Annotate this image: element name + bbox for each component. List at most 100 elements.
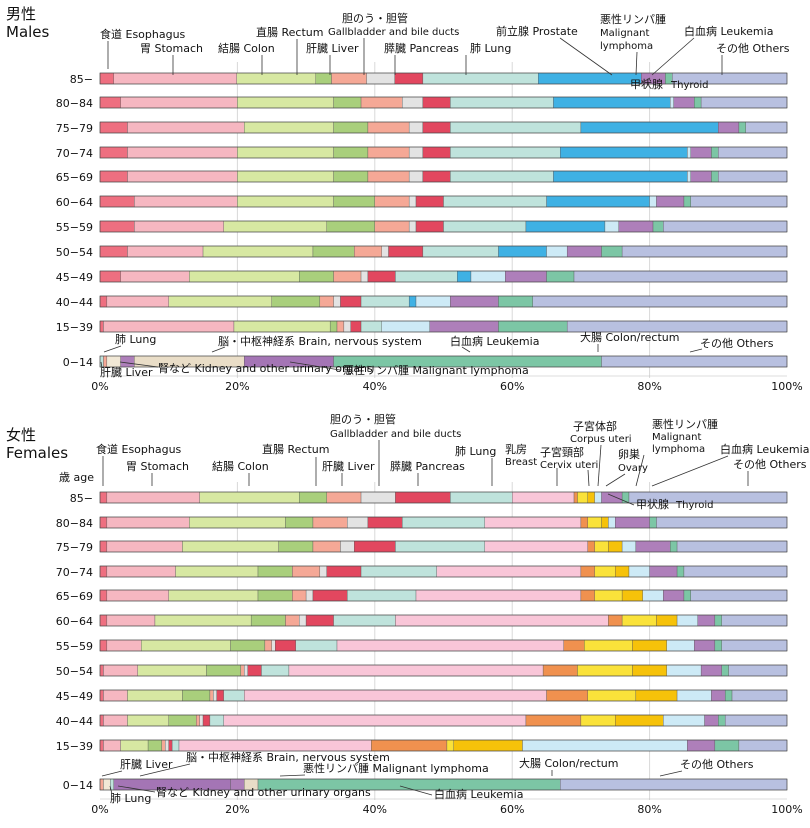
m-bar-9-lung xyxy=(360,295,410,308)
f-bar-0-gallbladder xyxy=(360,491,396,504)
m-bar-outline-2 xyxy=(99,121,788,134)
m-bar-10-thyroid xyxy=(381,320,430,333)
m-bar-9-esophagus xyxy=(99,295,108,308)
m-bar-7-esophagus xyxy=(99,245,128,258)
m-category-label-9: 40−44 xyxy=(56,296,93,309)
m-bar-6-lymphoma xyxy=(618,220,654,233)
females-child-leader-lines xyxy=(101,763,683,796)
f-bar-1-lung xyxy=(402,516,485,529)
m-bar-0-esophagus xyxy=(99,72,114,85)
m-bar-5-esophagus xyxy=(99,195,135,208)
m-bar-3-others xyxy=(718,146,788,159)
f-bar-9-esophagus xyxy=(99,714,104,727)
m-bar-1-gallbladder xyxy=(402,96,424,109)
f-bar-7-gallbladder xyxy=(244,664,248,677)
f-bar-4-ovary xyxy=(621,589,643,602)
f-bar-8-gallbladder xyxy=(213,689,217,702)
label-ovary-en: Ovary xyxy=(618,463,648,474)
f-bar-6-lung xyxy=(295,639,338,652)
m-bar-2-pancreas xyxy=(422,121,451,134)
m-category-label-7: 50−54 xyxy=(56,246,93,259)
m-bar-outline-1 xyxy=(99,96,788,109)
m-bar-5-pancreas xyxy=(415,195,444,208)
m-bar-3-liver xyxy=(367,146,410,159)
m-xtick-4: 80% xyxy=(637,380,661,393)
f-bar-7-lymphoma xyxy=(700,664,722,677)
m-bar-1-thyroid xyxy=(670,96,674,109)
f-bar-2-lymphoma xyxy=(635,540,671,553)
f-bar-3-pancreas xyxy=(326,565,362,578)
f-bar-10-corpus xyxy=(446,739,454,752)
label-others: その他 Others xyxy=(716,42,790,55)
label-lymphoma-en1: Malignant xyxy=(600,28,649,39)
f-bar-2-rectum xyxy=(278,540,314,553)
m-xtick-5: 100% xyxy=(771,380,802,393)
f-bar-7-liver xyxy=(240,664,245,677)
m-bar-2-liver xyxy=(367,121,410,134)
f-bar-4-leukemia xyxy=(683,589,691,602)
label-stomach: 胃 Stomach xyxy=(140,42,203,55)
m-bar-9-thyroid xyxy=(415,295,451,308)
m-bar-1-lung xyxy=(450,96,554,109)
label-lymphoma-ja-f: 悪性リンパ腫 xyxy=(652,417,718,431)
m-bar-3-prostate xyxy=(560,146,688,159)
m-bar-6-pancreas xyxy=(415,220,444,233)
m-bar-10-stomach xyxy=(103,320,235,333)
f-bar-4-others xyxy=(690,589,788,602)
f-xtick-2: 40% xyxy=(363,803,387,816)
f-bar-10-stomach xyxy=(103,739,121,752)
m-bar-10-colon xyxy=(233,320,331,333)
f-bar-2-esophagus xyxy=(99,540,108,553)
m-xtick-0: 0% xyxy=(91,380,108,393)
f-bar-10-lung xyxy=(171,739,180,752)
m-bar-2-others xyxy=(745,121,788,134)
m-bar-9-prostate xyxy=(408,295,417,308)
f-bar-4-liver xyxy=(292,589,307,602)
males-leader-lines xyxy=(107,37,723,85)
m-bar-outline-9 xyxy=(99,295,788,308)
m-bar-0-lung xyxy=(422,72,539,85)
f-bar-2-stomach xyxy=(106,540,183,553)
child-label-brain: 脳・中枢神経系 Brain, nervous system xyxy=(218,334,422,348)
f-bar-1-breast xyxy=(484,516,582,529)
label-gallbladder-en-f: Gallbladder and bile ducts xyxy=(330,429,461,440)
f-bar-11-kidney xyxy=(103,778,111,791)
m-bar-9-stomach xyxy=(106,295,169,308)
f-bar-1-others xyxy=(656,516,788,529)
m-bar-5-thyroid xyxy=(649,195,657,208)
m-category-label-6: 55−59 xyxy=(56,221,93,234)
label-liver-f: 肝臓 Liver xyxy=(322,460,375,473)
child-label-lymphoma-f: 悪性リンパ腫 Malignant lymphoma xyxy=(303,761,489,775)
f-bar-outline-4 xyxy=(99,589,788,602)
f-bar-3-liver xyxy=(292,565,321,578)
f-bar-5-gallbladder xyxy=(299,614,307,627)
m-bar-2-colon xyxy=(244,121,334,134)
f-bar-0-breast xyxy=(512,491,575,504)
label-ovary-ja: 卵巣 xyxy=(618,448,640,461)
m-bar-6-rectum xyxy=(326,220,375,233)
f-bar-5-stomach xyxy=(106,614,156,627)
f-bar-9-ovary xyxy=(615,714,664,727)
label-lymphoma-en2: lymphoma xyxy=(600,41,653,52)
f-bar-1-lymphoma xyxy=(615,516,650,529)
child-label-colonrectum-f: 大腸 Colon/rectum xyxy=(519,756,618,770)
m-bar-6-gallbladder xyxy=(408,220,417,233)
f-bar-8-colon xyxy=(127,689,183,702)
f-bar-8-esophagus xyxy=(99,689,104,702)
f-bar-outline-6 xyxy=(99,639,788,652)
child-label-kidney: 腎など Kidney and other urinary organs xyxy=(158,362,373,375)
label-gallbladder-ja-f: 胆のう・胆管 xyxy=(330,412,396,426)
f-bar-8-thyroid xyxy=(676,689,712,702)
f-bar-6-breast xyxy=(336,639,564,652)
label-prostate: 前立腺 Prostate xyxy=(496,24,578,38)
f-bar-8-others xyxy=(731,689,788,702)
m-bar-5-lymphoma xyxy=(656,195,685,208)
m-bar-8-colon xyxy=(189,270,300,283)
label-pancreas-f: 膵臓 Pancreas xyxy=(390,460,465,473)
m-bar-5-others xyxy=(690,195,788,208)
m-bar-7-gallbladder xyxy=(381,245,389,258)
label-rectum-f: 直腸 Rectum xyxy=(262,442,329,456)
m-bar-4-lung xyxy=(450,170,554,183)
f-bar-9-others xyxy=(724,714,788,727)
